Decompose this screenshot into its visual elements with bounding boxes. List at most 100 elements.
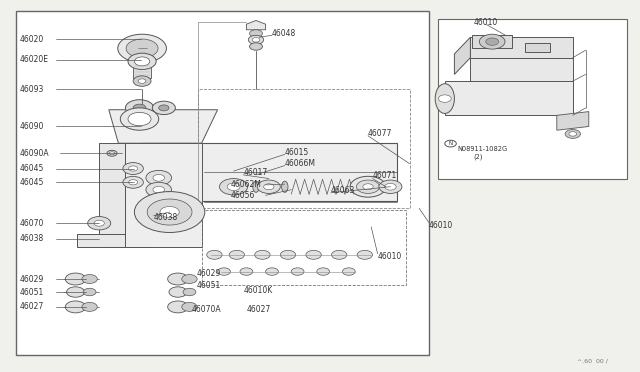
Circle shape xyxy=(146,170,172,185)
Circle shape xyxy=(250,43,262,50)
Circle shape xyxy=(479,34,505,49)
Circle shape xyxy=(182,275,197,283)
Text: 46045: 46045 xyxy=(19,164,44,173)
Circle shape xyxy=(227,183,240,190)
Text: 46017: 46017 xyxy=(243,169,268,177)
Circle shape xyxy=(126,39,158,58)
Circle shape xyxy=(183,288,196,296)
Polygon shape xyxy=(470,58,573,82)
Circle shape xyxy=(257,180,280,193)
Text: 46027: 46027 xyxy=(19,302,44,311)
Circle shape xyxy=(218,268,230,275)
Text: 46090A: 46090A xyxy=(19,149,49,158)
Polygon shape xyxy=(246,20,266,30)
Circle shape xyxy=(168,273,188,285)
Circle shape xyxy=(379,180,402,193)
Text: 46051: 46051 xyxy=(197,281,221,290)
Text: N08911-1082G: N08911-1082G xyxy=(458,146,508,152)
Polygon shape xyxy=(454,37,470,74)
Circle shape xyxy=(160,206,179,218)
Circle shape xyxy=(129,166,138,171)
Circle shape xyxy=(133,104,146,112)
Circle shape xyxy=(356,180,380,193)
Ellipse shape xyxy=(435,84,454,113)
Text: 46070A: 46070A xyxy=(192,305,221,314)
Circle shape xyxy=(280,250,296,259)
Circle shape xyxy=(229,250,244,259)
Circle shape xyxy=(153,186,164,193)
Text: 46071: 46071 xyxy=(372,171,397,180)
Circle shape xyxy=(134,57,150,66)
Circle shape xyxy=(252,38,260,42)
Text: 46038: 46038 xyxy=(19,234,44,243)
Circle shape xyxy=(107,150,117,156)
Circle shape xyxy=(438,95,451,102)
Circle shape xyxy=(291,268,304,275)
Text: 46010: 46010 xyxy=(378,252,402,261)
Polygon shape xyxy=(445,81,573,115)
Text: 46077: 46077 xyxy=(368,129,392,138)
Circle shape xyxy=(255,250,270,259)
Ellipse shape xyxy=(282,181,288,192)
Circle shape xyxy=(65,273,86,285)
Circle shape xyxy=(65,301,86,313)
Circle shape xyxy=(128,53,156,70)
Text: 46062M: 46062M xyxy=(230,180,261,189)
Text: (2): (2) xyxy=(474,154,483,160)
Text: 46063: 46063 xyxy=(331,186,355,195)
Circle shape xyxy=(146,182,172,197)
Circle shape xyxy=(152,101,175,115)
Polygon shape xyxy=(99,143,125,247)
Bar xyxy=(16,11,429,355)
Circle shape xyxy=(120,108,159,130)
Circle shape xyxy=(123,176,143,188)
Circle shape xyxy=(264,184,274,190)
Bar xyxy=(125,143,202,247)
Text: 46066M: 46066M xyxy=(285,159,316,168)
Circle shape xyxy=(138,79,146,83)
Bar xyxy=(202,210,406,285)
Text: 46020: 46020 xyxy=(19,35,44,44)
Text: 46027: 46027 xyxy=(246,305,271,314)
Circle shape xyxy=(125,100,154,116)
Text: 46010: 46010 xyxy=(474,18,498,27)
Text: ^.60  00 /: ^.60 00 / xyxy=(577,358,608,363)
Circle shape xyxy=(207,250,222,259)
Circle shape xyxy=(82,275,97,283)
Text: 46070: 46070 xyxy=(19,219,44,228)
Circle shape xyxy=(67,287,84,297)
Text: 46093: 46093 xyxy=(19,85,44,94)
Polygon shape xyxy=(470,37,573,58)
Circle shape xyxy=(153,174,164,181)
Text: 46051: 46051 xyxy=(19,288,44,296)
Circle shape xyxy=(168,301,188,313)
Bar xyxy=(198,89,410,208)
Text: 46056: 46056 xyxy=(230,191,255,200)
Circle shape xyxy=(159,105,169,111)
Text: 46038: 46038 xyxy=(154,213,178,222)
Circle shape xyxy=(248,35,264,44)
Circle shape xyxy=(94,220,104,226)
Circle shape xyxy=(83,288,96,296)
Circle shape xyxy=(363,184,373,190)
Text: 46090: 46090 xyxy=(19,122,44,131)
Circle shape xyxy=(88,217,111,230)
Circle shape xyxy=(240,268,253,275)
Circle shape xyxy=(350,176,386,197)
Ellipse shape xyxy=(253,181,259,192)
Circle shape xyxy=(109,152,115,155)
Circle shape xyxy=(357,250,372,259)
Circle shape xyxy=(306,250,321,259)
Circle shape xyxy=(266,268,278,275)
Text: 46010: 46010 xyxy=(429,221,453,230)
Polygon shape xyxy=(525,43,550,52)
Text: 46029: 46029 xyxy=(197,269,221,278)
Circle shape xyxy=(134,192,205,232)
Text: 46010K: 46010K xyxy=(243,286,273,295)
Text: N: N xyxy=(449,141,452,146)
Circle shape xyxy=(129,180,138,185)
Polygon shape xyxy=(77,234,147,247)
Polygon shape xyxy=(109,110,218,143)
Circle shape xyxy=(169,287,187,297)
Circle shape xyxy=(128,112,151,126)
